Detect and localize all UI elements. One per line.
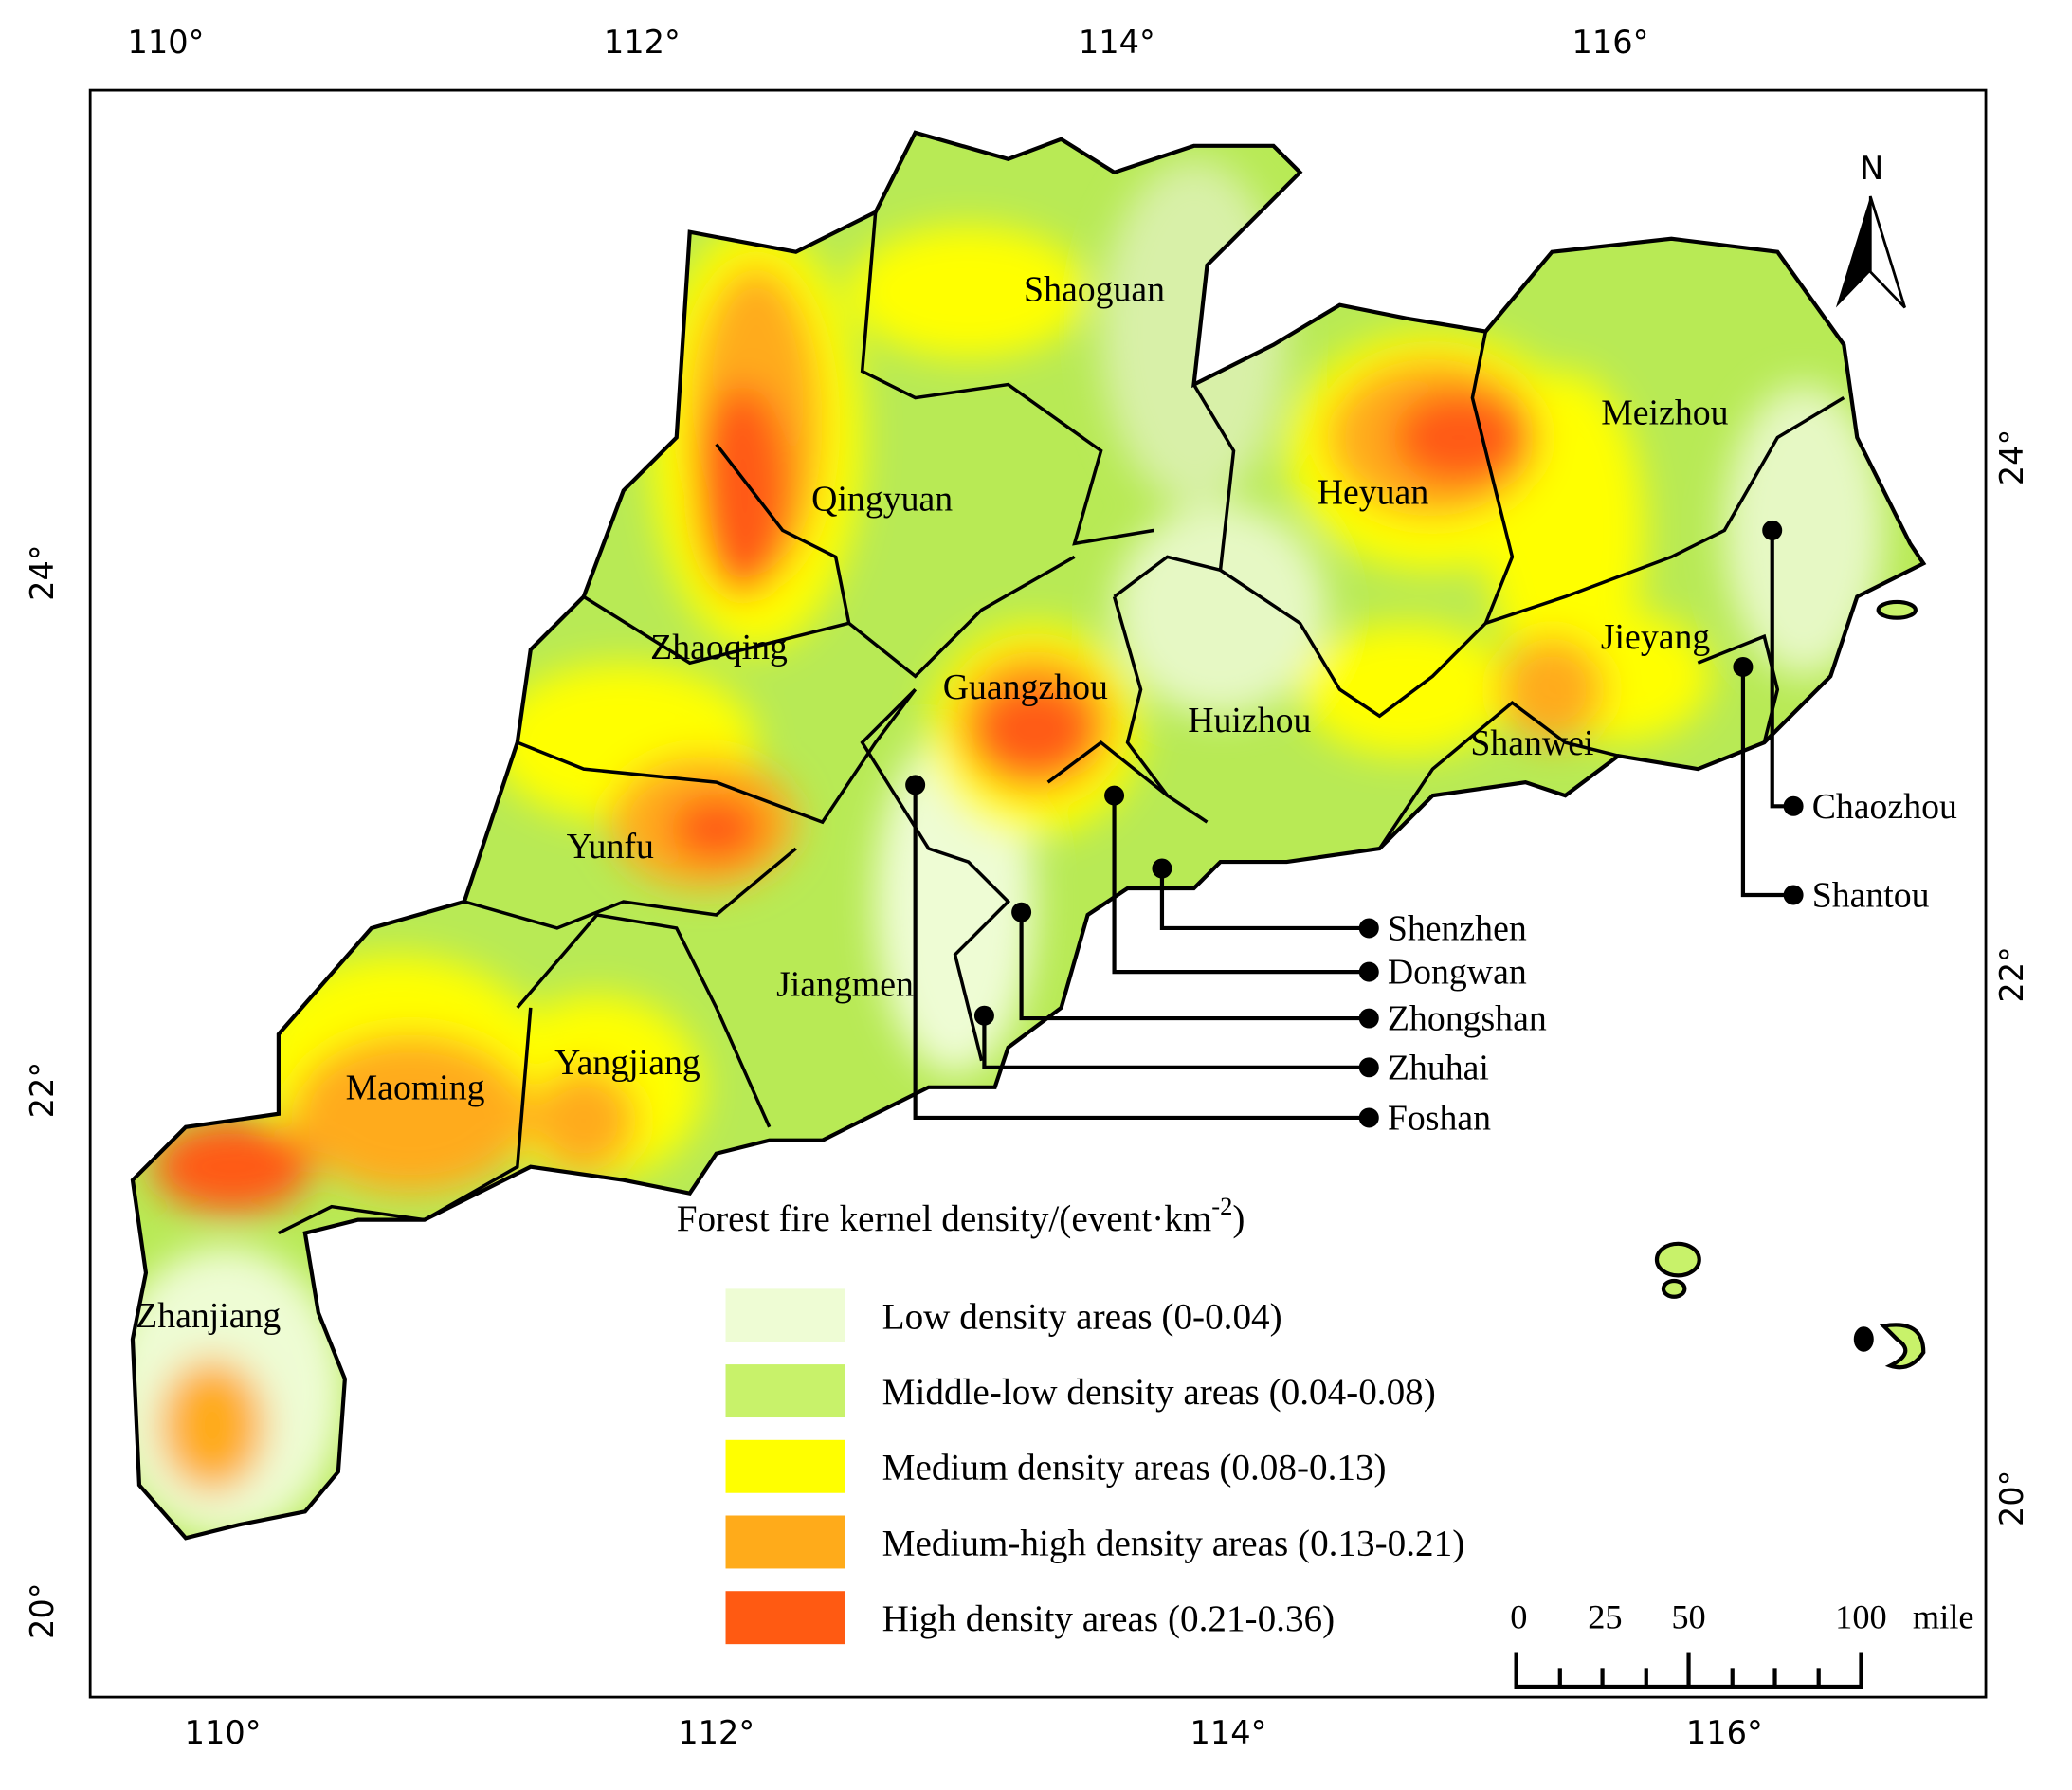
left-tick-label: 22°	[24, 1062, 61, 1118]
city-boundaries	[278, 211, 1845, 1235]
scale-label: 0	[1510, 1598, 1527, 1635]
leader-dot	[1358, 1107, 1379, 1128]
callout-label: Shantou	[1812, 876, 1930, 916]
top-tick-label: 114°	[1079, 24, 1155, 61]
leader-dot	[905, 775, 926, 795]
city-label: Zhaoqing	[650, 628, 788, 667]
leader-dot	[1783, 795, 1804, 816]
islands	[1654, 599, 1926, 1370]
bottom-tick-label: 112°	[678, 1714, 754, 1751]
legend-label: High density areas (0.21-0.36)	[882, 1598, 1336, 1639]
legend-swatch	[725, 1364, 845, 1418]
legend-title-part: Forest fire kernel density/(event·km	[677, 1198, 1212, 1239]
leader-dot	[1733, 656, 1754, 677]
callout-label: Foshan	[1388, 1099, 1491, 1139]
legend-title-part: )	[1232, 1198, 1245, 1239]
legend-swatch	[725, 1288, 845, 1342]
right-tick-label: 24°	[1993, 429, 2030, 485]
callout-label: Dongwan	[1388, 953, 1527, 993]
city-label: Jiangmen	[776, 964, 914, 1004]
leader-dot	[1358, 918, 1379, 939]
city-label: Shaoguan	[1024, 269, 1165, 309]
leader-dot	[973, 1005, 994, 1026]
legend-label: Medium density areas (0.08-0.13)	[882, 1448, 1387, 1489]
leader-line	[1740, 667, 1794, 898]
legend-label: Middle-low density areas (0.04-0.08)	[882, 1372, 1436, 1413]
city-label: Shanwei	[1470, 723, 1593, 763]
left-tick-label: 20°	[24, 1582, 61, 1638]
leader-line	[1159, 868, 1370, 931]
legend-swatch	[725, 1439, 845, 1493]
legend-swatch	[725, 1591, 845, 1645]
top-tick-label: 116°	[1572, 24, 1649, 61]
legend-swatch	[725, 1515, 845, 1569]
leader-dot	[1358, 961, 1379, 982]
top-tick-label: 110°	[128, 24, 205, 61]
callout-label: Zhongshan	[1388, 999, 1547, 1039]
callout-label: Chaozhou	[1812, 787, 1957, 827]
city-label: Yunfu	[567, 827, 654, 867]
leader-dot	[1358, 1008, 1379, 1029]
city-label: Guangzhou	[943, 667, 1108, 707]
legend-label: Low density areas (0-0.04)	[882, 1296, 1282, 1337]
city-label: Zhanjiang	[136, 1296, 281, 1336]
leader-dot	[1783, 885, 1804, 905]
leader-line	[982, 1015, 1370, 1069]
bottom-tick-label: 116°	[1686, 1714, 1763, 1751]
scale-label: mile	[1913, 1598, 1974, 1635]
right-tick-label: 20°	[1993, 1470, 2030, 1526]
scale-bar: 0 25 50 100 mile	[1510, 1598, 1974, 1690]
city-label: Maoming	[346, 1068, 485, 1107]
legend-title-part: -2	[1211, 1192, 1232, 1220]
leader-dot	[1762, 520, 1783, 540]
scale-label: 25	[1588, 1598, 1622, 1635]
leader-dot	[1152, 858, 1172, 879]
leader-dot	[1358, 1057, 1379, 1078]
city-label: Huizhou	[1188, 701, 1311, 740]
bottom-tick-label: 110°	[185, 1714, 262, 1751]
leader-line	[1112, 795, 1370, 975]
city-label: Heyuan	[1318, 472, 1429, 512]
bottom-tick-label: 114°	[1190, 1714, 1266, 1751]
leader-line	[913, 784, 1370, 1121]
left-tick-label: 24°	[24, 544, 61, 600]
city-label: Qingyuan	[811, 479, 953, 519]
legend-label: Medium-high density areas (0.13-0.21)	[882, 1523, 1465, 1563]
frame	[88, 88, 1988, 1699]
callout-label: Zhuhai	[1388, 1048, 1489, 1087]
city-label: Jieyang	[1601, 617, 1711, 657]
top-tick-label: 112°	[604, 24, 681, 61]
leader-lines	[905, 520, 1804, 1128]
leader-dot	[1104, 785, 1125, 806]
leader-line	[1019, 912, 1370, 1021]
scale-label: 50	[1671, 1598, 1705, 1635]
scale-label: 100	[1835, 1598, 1887, 1635]
north-arrow: N	[1835, 150, 1907, 309]
city-label: Meizhou	[1601, 393, 1728, 433]
right-tick-label: 22°	[1993, 946, 2030, 1002]
city-label: Yangjiang	[554, 1043, 700, 1083]
callout-label: Shenzhen	[1388, 909, 1527, 949]
north-label: N	[1860, 150, 1883, 187]
legend-title: Forest fire kernel density/(event·km-2)	[677, 1192, 1245, 1239]
leader-dot	[1011, 902, 1032, 922]
